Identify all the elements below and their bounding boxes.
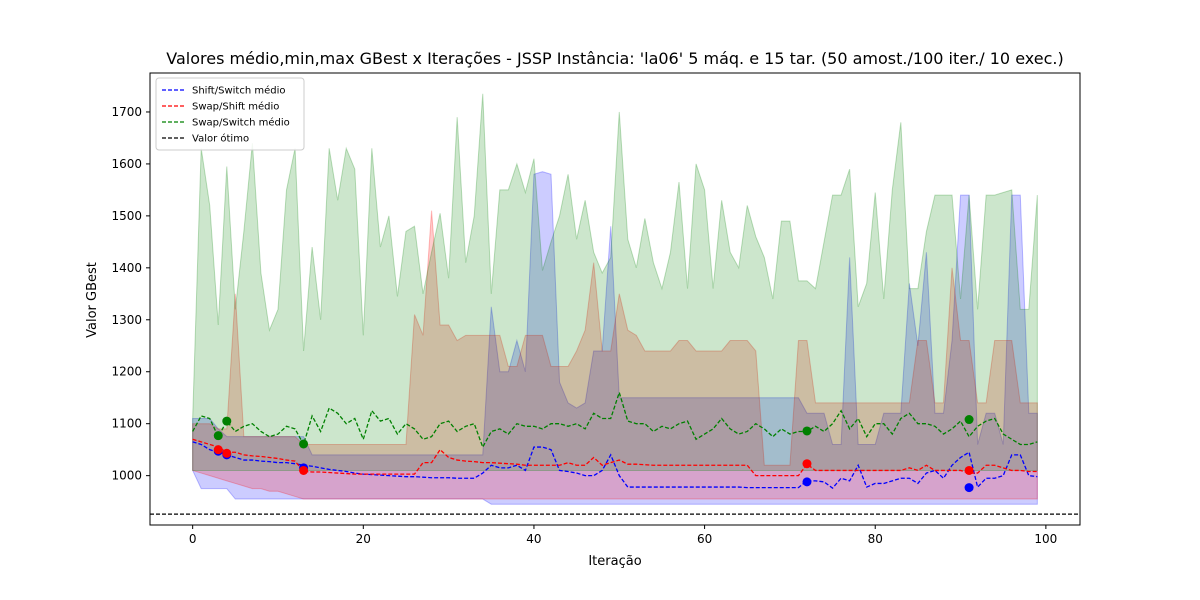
y-tick-label-4: 1400 (111, 261, 142, 275)
band-fill-2 (192, 93, 1038, 471)
legend-label-1: Swap/Shift médio (192, 101, 279, 113)
y-tick-label-2: 1200 (111, 365, 142, 379)
band-fill-0 (192, 171, 1038, 505)
chart-title: Valores médio,min,max GBest x Iterações … (166, 49, 1063, 68)
marker-1-2 (299, 465, 309, 475)
x-tick-label-0: 0 (189, 532, 197, 546)
y-tick-label-0: 1000 (111, 469, 142, 483)
band-fills (192, 93, 1038, 505)
series-markers (213, 415, 974, 493)
marker-2-0 (213, 431, 223, 441)
y-axis-ticks: 1000 1100 1200 1300 1400 1500 1600 1700 (111, 105, 150, 483)
y-tick-label-7: 1700 (111, 105, 142, 119)
marker-1-0 (213, 445, 223, 455)
y-tick-label-5: 1500 (111, 209, 142, 223)
marker-1-1 (222, 448, 232, 458)
band-fill-1 (192, 210, 1038, 500)
x-tick-label-3: 60 (697, 532, 712, 546)
y-tick-label-3: 1300 (111, 313, 142, 327)
legend-box (155, 77, 305, 151)
marker-0-4 (964, 483, 974, 493)
x-tick-label-1: 20 (356, 532, 371, 546)
legend-label-2: Swap/Switch médio (192, 117, 290, 129)
x-axis-ticks: 0 20 40 60 80 100 (189, 525, 1057, 546)
y-tick-label-6: 1600 (111, 157, 142, 171)
marker-1-4 (964, 465, 974, 475)
series-line-2 (192, 390, 1038, 449)
plot-frame (149, 72, 1081, 526)
x-tick-label-2: 40 (526, 532, 541, 546)
series-line-0 (192, 441, 1038, 489)
marker-0-3 (802, 477, 812, 487)
x-tick-label-5: 100 (1034, 532, 1057, 546)
marker-2-4 (964, 415, 974, 425)
legend-label-3: Valor ótimo (192, 133, 249, 145)
legend-label-0: Shift/Switch médio (192, 85, 285, 97)
series-lines (150, 390, 1080, 515)
marker-1-3 (802, 459, 812, 469)
y-tick-label-1: 1100 (111, 417, 142, 431)
marker-2-1 (222, 416, 232, 426)
x-tick-label-4: 80 (868, 532, 883, 546)
x-axis-label: Iteração (588, 554, 641, 569)
y-axis-label: Valor GBest (85, 262, 100, 338)
legend: Shift/Switch médio Swap/Shift médio Swap/S… (155, 77, 305, 151)
marker-2-3 (802, 426, 812, 436)
marker-2-2 (299, 439, 309, 449)
